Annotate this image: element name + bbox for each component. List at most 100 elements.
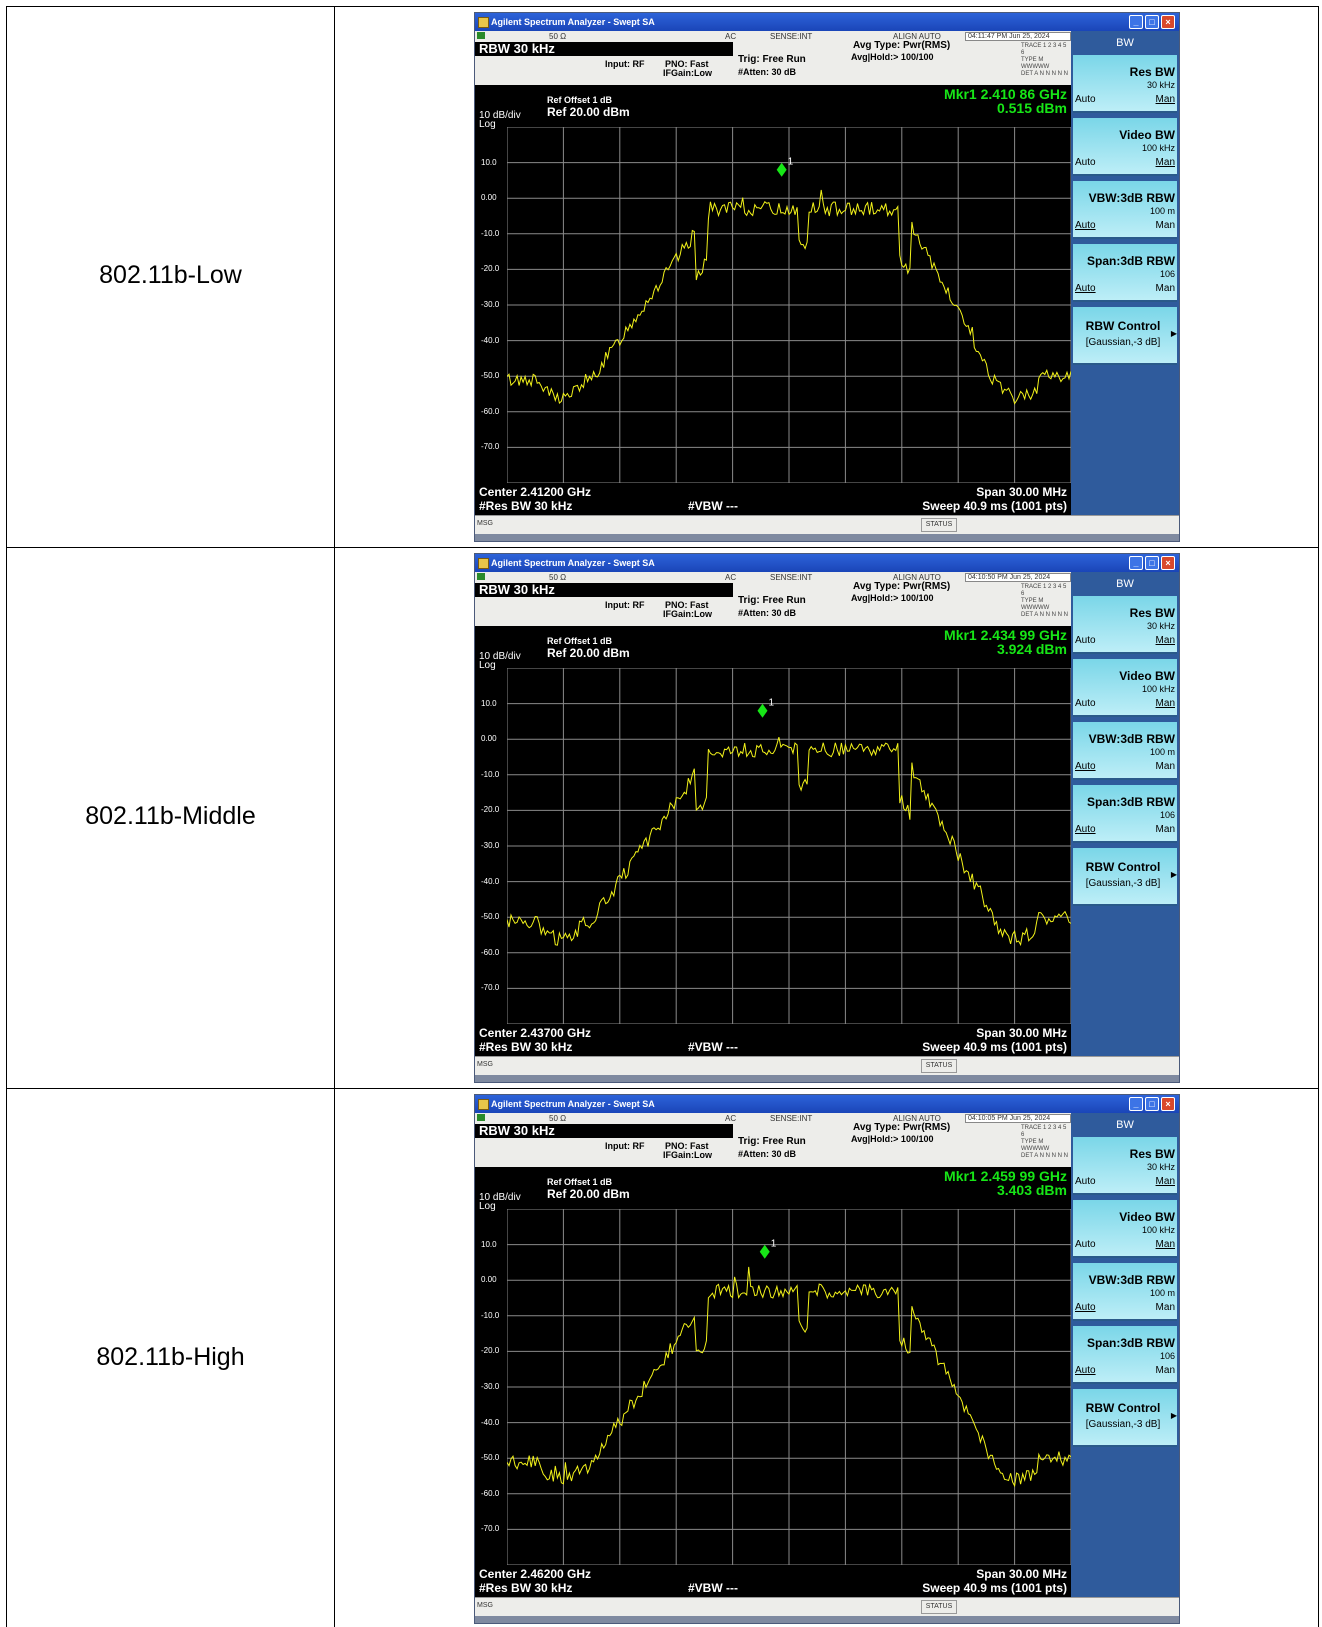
rbw-control-label: RBW Control — [1085, 1401, 1161, 1415]
auto-option: Auto — [1075, 824, 1096, 835]
span-rbw-softkey[interactable]: Span:3dB RBW 106 Auto Man — [1073, 244, 1177, 302]
vbw-rbw-softkey[interactable]: VBW:3dB RBW 100 m Auto Man — [1073, 1263, 1177, 1321]
trace-plot[interactable]: 1 — [507, 668, 1071, 1024]
spectrum-analyzer-window: Agilent Spectrum Analyzer - Swept SA _ □… — [474, 12, 1180, 542]
rbw-control-softkey[interactable]: RBW Control [Gaussian,-3 dB] ▶ — [1073, 1389, 1177, 1447]
app-icon — [478, 17, 489, 28]
trigger-value: Trig: Free Run — [738, 1136, 806, 1147]
video-bw-label: Video BW — [1119, 1210, 1175, 1224]
span-rbw-softkey[interactable]: Span:3dB RBW 106 Auto Man — [1073, 785, 1177, 843]
ref-level: Ref 20.00 dBm — [547, 646, 630, 660]
marker-diamond-icon — [757, 703, 768, 718]
auto-option: Auto — [1075, 761, 1096, 772]
input-value: Input: RF — [605, 1141, 645, 1151]
trace-row: TRACE 1 2 3 4 5 6 — [1021, 43, 1067, 56]
maximize-icon[interactable]: □ — [1145, 15, 1159, 29]
span-rbw-softkey-value: 106 — [1159, 269, 1175, 279]
vbw-value: #VBW --- — [688, 1040, 738, 1054]
impedance-value: 50 Ω — [549, 1114, 567, 1123]
avg-hold-value: Avg|Hold:> 100/100 — [851, 593, 934, 603]
video-bw-softkey-value: 100 kHz — [1141, 684, 1175, 694]
scale-per-div: 10 dB/div — [479, 110, 521, 121]
marker-number: 1 — [768, 698, 774, 709]
auto-option: Auto — [1075, 635, 1096, 646]
y-tick-label: -40.0 — [481, 1417, 500, 1427]
span-rbw-softkey[interactable]: Span:3dB RBW 106 Auto Man — [1073, 1326, 1177, 1384]
marker-frequency: Mkr1 2.459 99 GHz — [944, 1168, 1067, 1184]
softkey-panel: BW Res BW 30 kHz Auto Man Video BW 100 k… — [1071, 1113, 1179, 1597]
trigger-value: Trig: Free Run — [738, 595, 806, 606]
trace-row: TRACE 1 2 3 4 5 6 — [1021, 584, 1067, 597]
rbw-control-value: [Gaussian,-3 dB] — [1085, 878, 1161, 889]
man-option: Man — [1155, 220, 1175, 231]
marker-amplitude: 0.515 dBm — [996, 100, 1067, 116]
avg-hold-value: Avg|Hold:> 100/100 — [851, 52, 934, 62]
res-bw-softkey[interactable]: Res BW 30 kHz Auto Man — [1073, 596, 1177, 654]
span-value: Span 30.00 MHz — [976, 485, 1067, 499]
row-label-low: 802.11b-Low — [99, 261, 242, 289]
maximize-icon[interactable]: □ — [1145, 556, 1159, 570]
video-bw-softkey[interactable]: Video BW 100 kHz Auto Man — [1073, 659, 1177, 717]
softkey-menu-title: BW — [1116, 578, 1134, 590]
rbw-control-value: [Gaussian,-3 dB] — [1085, 337, 1161, 348]
res-bw-softkey[interactable]: Res BW 30 kHz Auto Man — [1073, 1137, 1177, 1195]
vbw-rbw-softkey-value: 100 m — [1149, 747, 1175, 757]
window-titlebar: Agilent Spectrum Analyzer - Swept SA _ □… — [475, 554, 1179, 572]
minimize-icon[interactable]: _ — [1129, 556, 1143, 570]
ifgain-value: IFGain:Low — [663, 609, 712, 619]
rbw-control-softkey[interactable]: RBW Control [Gaussian,-3 dB] ▶ — [1073, 307, 1177, 365]
close-icon[interactable]: × — [1161, 15, 1175, 29]
y-tick-label: 10.0 — [481, 1239, 497, 1249]
vbw-rbw-softkey[interactable]: VBW:3dB RBW 100 m Auto Man — [1073, 181, 1177, 239]
ref-offset: Ref Offset 1 dB — [547, 636, 613, 646]
y-tick-label: -40.0 — [481, 335, 500, 345]
marker-readout: Mkr1 2.410 86 GHz 0.515 dBm — [944, 87, 1067, 115]
y-tick-label: -20.0 — [481, 1346, 500, 1356]
man-option: Man — [1155, 761, 1175, 772]
softkey-panel: BW Res BW 30 kHz Auto Man Video BW 100 k… — [1071, 31, 1179, 515]
window-title: Agilent Spectrum Analyzer - Swept SA — [491, 1099, 655, 1109]
marker-frequency: Mkr1 2.410 86 GHz — [944, 86, 1067, 102]
trigger-value: Trig: Free Run — [738, 54, 806, 65]
y-tick-label: 10.0 — [481, 698, 497, 708]
maximize-icon[interactable]: □ — [1145, 1097, 1159, 1111]
softkey-menu-title: BW — [1116, 37, 1134, 49]
video-bw-softkey[interactable]: Video BW 100 kHz Auto Man — [1073, 118, 1177, 176]
ref-level: Ref 20.00 dBm — [547, 105, 630, 119]
y-tick-label: -60.0 — [481, 1488, 500, 1498]
ref-offset: Ref Offset 1 dB — [547, 95, 613, 105]
spectrum-trace — [507, 1266, 1071, 1488]
rbw-control-softkey[interactable]: RBW Control [Gaussian,-3 dB] ▶ — [1073, 848, 1177, 906]
vbw-rbw-label: VBW:3dB RBW — [1088, 732, 1175, 746]
rbw-control-label: RBW Control — [1085, 860, 1161, 874]
pno-value: PNO: Fast — [665, 59, 709, 69]
span-value: Span 30.00 MHz — [976, 1026, 1067, 1040]
vbw-rbw-label: VBW:3dB RBW — [1088, 1273, 1175, 1287]
message-bar: MSG STATUS — [475, 1597, 1179, 1616]
sweep-value: Sweep 40.9 ms (1001 pts) — [922, 1040, 1067, 1054]
impedance-value: 50 Ω — [549, 32, 567, 41]
table-row-divider — [6, 1088, 1319, 1089]
close-icon[interactable]: × — [1161, 556, 1175, 570]
trace-plot[interactable]: 1 — [507, 1209, 1071, 1565]
sweep-value: Sweep 40.9 ms (1001 pts) — [922, 499, 1067, 513]
status-label: STATUS — [921, 1600, 957, 1614]
scale-label: 10 dB/div Log — [479, 1193, 521, 1212]
res-bw-softkey[interactable]: Res BW 30 kHz Auto Man — [1073, 55, 1177, 113]
trace-plot[interactable]: 1 — [507, 127, 1071, 483]
res-bw-label: Res BW — [1129, 606, 1175, 620]
vbw-rbw-softkey[interactable]: VBW:3dB RBW 100 m Auto Man — [1073, 722, 1177, 780]
minimize-icon[interactable]: _ — [1129, 1097, 1143, 1111]
spectrum-display: Ref Offset 1 dB Ref 20.00 dBm 10 dB/div … — [475, 626, 1071, 1056]
close-icon[interactable]: × — [1161, 1097, 1175, 1111]
y-tick-label: -20.0 — [481, 264, 500, 274]
avg-type-value: Avg Type: Pwr(RMS) — [853, 40, 951, 51]
scale-type: Log — [479, 660, 496, 671]
man-option: Man — [1155, 635, 1175, 646]
y-tick-label: -20.0 — [481, 805, 500, 815]
rbw-control-label: RBW Control — [1085, 319, 1161, 333]
lxi-icon — [477, 1114, 485, 1121]
video-bw-softkey[interactable]: Video BW 100 kHz Auto Man — [1073, 1200, 1177, 1258]
minimize-icon[interactable]: _ — [1129, 15, 1143, 29]
auto-option: Auto — [1075, 220, 1096, 231]
